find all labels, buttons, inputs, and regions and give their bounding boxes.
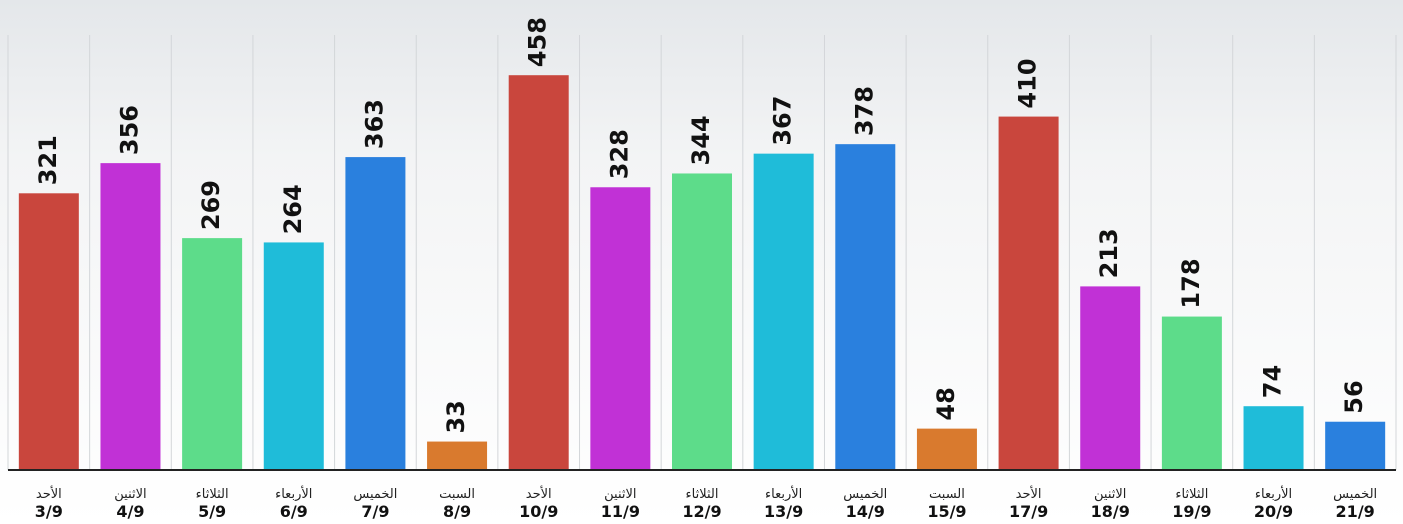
bar: [590, 187, 651, 470]
day-label: الثلاثاء: [1175, 487, 1208, 502]
value-label: 74: [1259, 365, 1287, 398]
value-label: 363: [360, 99, 388, 149]
bar: [427, 441, 488, 470]
value-label: 33: [442, 400, 470, 433]
day-label: الاثنين: [604, 487, 636, 502]
bar: [1080, 286, 1141, 470]
value-label: 378: [850, 86, 878, 136]
x-tick-label: 21/9: [1336, 502, 1375, 521]
x-tick-label: 11/9: [601, 502, 640, 521]
bar: [835, 144, 896, 470]
x-tick-label: 6/9: [280, 502, 308, 521]
bar: [182, 238, 243, 470]
value-label: 264: [279, 184, 307, 234]
x-tick-label: 4/9: [116, 502, 144, 521]
day-label: الخميس: [1333, 487, 1377, 502]
day-label: الثلاثاء: [686, 487, 719, 502]
day-label: الأربعاء: [765, 485, 802, 502]
bar: [18, 193, 79, 470]
day-label: السبت: [929, 487, 965, 502]
value-label: 410: [1014, 58, 1042, 108]
x-tick-label: 12/9: [682, 502, 721, 521]
bar: [1161, 316, 1222, 470]
value-label: 344: [687, 115, 715, 165]
day-label: الأحد: [1016, 485, 1042, 502]
day-label: الاثنين: [114, 487, 146, 502]
x-tick-label: 8/9: [443, 502, 471, 521]
x-tick-label: 10/9: [519, 502, 558, 521]
x-tick-label: 5/9: [198, 502, 226, 521]
value-label: 178: [1177, 258, 1205, 308]
day-label: الخميس: [353, 487, 397, 502]
day-label: السبت: [439, 487, 475, 502]
x-tick-label: 20/9: [1254, 502, 1293, 521]
value-label: 56: [1340, 380, 1368, 413]
value-label: 321: [34, 135, 62, 185]
day-label: الأربعاء: [275, 485, 312, 502]
value-label: 213: [1095, 228, 1123, 278]
plot: 321الأحد3/9356الاثنين4/9269الثلاثاء5/926…: [7, 17, 1397, 521]
day-label: الثلاثاء: [196, 487, 229, 502]
x-tick-label: 17/9: [1009, 502, 1048, 521]
value-label: 269: [197, 180, 225, 230]
x-tick-label: 14/9: [846, 502, 885, 521]
bar: [753, 153, 814, 470]
bar: [345, 157, 406, 470]
bar: [998, 116, 1059, 470]
bar: [672, 173, 732, 471]
bar: [263, 242, 324, 470]
x-tick-label: 18/9: [1091, 502, 1130, 521]
x-tick-label: 7/9: [361, 502, 389, 521]
x-tick-label: 13/9: [764, 502, 803, 521]
day-label: الأحد: [526, 485, 552, 502]
day-label: الاثنين: [1094, 487, 1126, 502]
value-label: 367: [769, 96, 797, 146]
bar: [1325, 421, 1386, 470]
value-label: 328: [605, 129, 633, 179]
bar: [508, 75, 569, 470]
value-label: 458: [524, 17, 552, 67]
value-label: 356: [115, 105, 143, 155]
value-label: 48: [932, 387, 960, 420]
day-label: الأحد: [36, 485, 62, 502]
x-tick-label: 19/9: [1172, 502, 1211, 521]
bar: [916, 428, 977, 470]
x-tick-label: 3/9: [35, 502, 63, 521]
bar: [100, 163, 161, 471]
day-label: الأربعاء: [1255, 485, 1292, 502]
day-label: الخميس: [843, 487, 887, 502]
x-tick-label: 15/9: [927, 502, 966, 521]
bar: [1243, 406, 1304, 470]
